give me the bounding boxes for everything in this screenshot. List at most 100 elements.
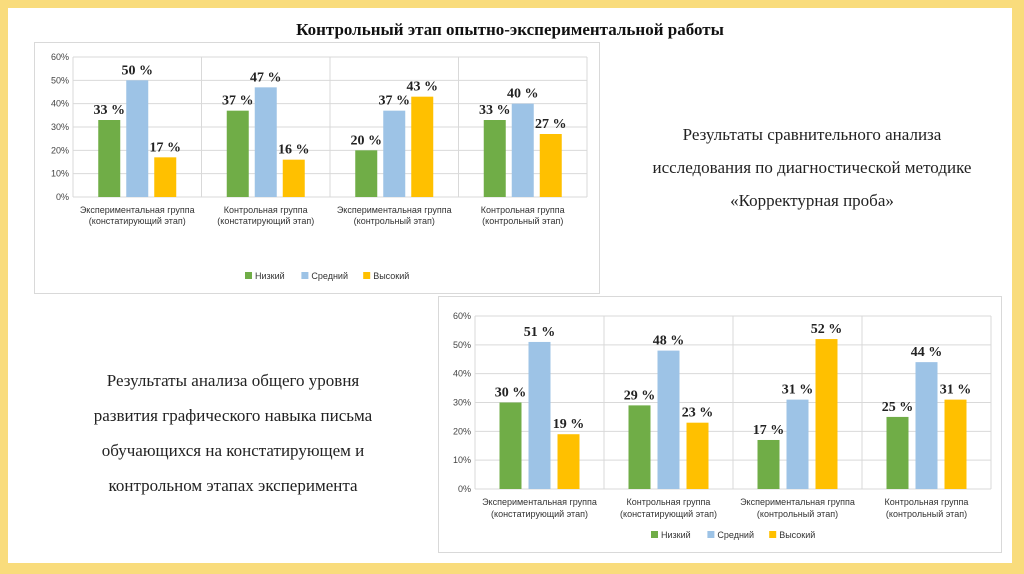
bar: [786, 399, 809, 489]
category-label: Экспериментальная группа: [337, 205, 452, 215]
category-label: Контрольная группа: [224, 205, 308, 215]
category-label: Экспериментальная группа: [740, 497, 855, 507]
y-tick-label: 50%: [51, 75, 69, 85]
chart-2-svg: 0% 10% 20% 30% 40% 50% 60% 30 % 51 % 19 % Эксперим…: [453, 311, 992, 540]
data-label: 33 %: [94, 103, 126, 118]
category-label: Контрольная группа: [627, 497, 711, 507]
data-label: 37 %: [222, 94, 254, 109]
bar: [98, 120, 121, 197]
y-tick-label: 0%: [56, 192, 69, 202]
bar: [282, 159, 305, 197]
chart-2: 0% 10% 20% 30% 40% 50% 60% 30 % 51 % 19 % Эксперим…: [438, 296, 1002, 553]
chart-1: 0% 10% 20% 30% 40% 50% 60% 33 % 50 % 17 % Эксперим…: [34, 42, 600, 294]
category-label: (контрольный этап): [757, 509, 838, 519]
y-tick-label: 60%: [453, 311, 471, 321]
data-label: 16 %: [278, 143, 310, 158]
bar: [557, 434, 580, 489]
data-label: 25 %: [882, 400, 914, 415]
bar: [757, 439, 780, 489]
bar: [915, 362, 938, 489]
bar: [686, 422, 709, 489]
category-label: Экспериментальная группа: [80, 205, 195, 215]
category-label: Экспериментальная группа: [482, 497, 597, 507]
data-label: 40 %: [507, 87, 539, 102]
y-tick-label: 40%: [453, 369, 471, 379]
data-label: 44 %: [911, 345, 943, 360]
caption-2-line: Результаты анализа общего уровня: [106, 371, 360, 390]
data-label: 31 %: [782, 383, 814, 398]
legend-label: Средний: [311, 271, 348, 281]
bar: [411, 96, 434, 197]
caption-1: Результаты сравнительного анализа исслед…: [612, 118, 1012, 217]
data-label: 17 %: [150, 140, 182, 155]
legend-label: Низкий: [661, 530, 691, 540]
y-tick-label: 10%: [51, 169, 69, 179]
caption-1-line: Результаты сравнительного анализа: [682, 125, 942, 144]
bar: [657, 350, 680, 489]
data-label: 19 %: [553, 417, 585, 432]
bar: [154, 157, 177, 197]
legend-swatch: [769, 531, 777, 538]
category-label: (констатирующий этап): [620, 509, 717, 519]
y-tick-label: 20%: [453, 426, 471, 436]
y-tick-label: 10%: [453, 455, 471, 465]
category-label: (констатирующий этап): [89, 216, 186, 226]
y-tick-label: 60%: [51, 52, 69, 62]
category-label: (контрольный этап): [354, 216, 435, 226]
bar: [126, 80, 149, 197]
y-tick-label: 50%: [453, 340, 471, 350]
category-label: (контрольный этап): [482, 216, 563, 226]
category-label: Контрольная группа: [481, 205, 565, 215]
data-label: 33 %: [479, 103, 511, 118]
data-label: 30 %: [495, 386, 527, 401]
bar: [511, 103, 534, 197]
data-label: 47 %: [250, 70, 282, 85]
bar: [226, 110, 249, 197]
legend-swatch: [363, 272, 371, 279]
slide: Контрольный этап опытно-экспериментально…: [8, 8, 1012, 563]
bar: [499, 402, 522, 489]
data-label: 17 %: [753, 423, 785, 438]
caption-2-line: обучающихся на констатирующем и: [101, 441, 365, 460]
bar: [886, 416, 909, 489]
bar: [254, 87, 277, 197]
bar: [355, 150, 378, 197]
category-label: (контрольный этап): [886, 509, 967, 519]
data-label: 50 %: [122, 63, 154, 78]
bar: [944, 399, 967, 489]
y-tick-label: 30%: [453, 398, 471, 408]
legend-label: Высокий: [779, 530, 815, 540]
data-label: 23 %: [682, 406, 714, 421]
data-label: 37 %: [379, 94, 411, 109]
data-label: 31 %: [940, 383, 972, 398]
bar: [383, 110, 406, 197]
bar: [483, 120, 506, 197]
y-tick-label: 40%: [51, 99, 69, 109]
category-label: Контрольная группа: [885, 497, 969, 507]
legend-label: Средний: [717, 530, 754, 540]
category-label: (констатирующий этап): [491, 509, 588, 519]
bar: [528, 341, 551, 489]
bar: [815, 339, 838, 489]
chart-1-svg: 0% 10% 20% 30% 40% 50% 60% 33 % 50 % 17 % Эксперим…: [51, 52, 588, 281]
legend-swatch: [651, 531, 658, 538]
legend-swatch: [301, 272, 309, 279]
caption-2-line: развития графического навыка письма: [93, 406, 373, 425]
y-tick-label: 30%: [51, 122, 69, 132]
caption-2: Результаты анализа общего уровня развити…: [48, 363, 418, 503]
bar: [628, 405, 651, 489]
legend-swatch: [707, 531, 715, 538]
legend-label: Высокий: [373, 271, 409, 281]
caption-1-line: исследования по диагностической методике: [652, 158, 972, 177]
data-label: 48 %: [653, 334, 685, 349]
slide-title: Контрольный этап опытно-экспериментально…: [296, 20, 724, 39]
legend-swatch: [245, 272, 252, 279]
data-label: 43 %: [407, 80, 439, 95]
data-label: 51 %: [524, 325, 556, 340]
caption-2-line: контрольном этапах эксперимента: [108, 476, 358, 495]
bar: [539, 134, 562, 197]
data-label: 27 %: [535, 117, 567, 132]
category-label: (констатирующий этап): [217, 216, 314, 226]
legend-label: Низкий: [255, 271, 285, 281]
data-label: 29 %: [624, 388, 656, 403]
